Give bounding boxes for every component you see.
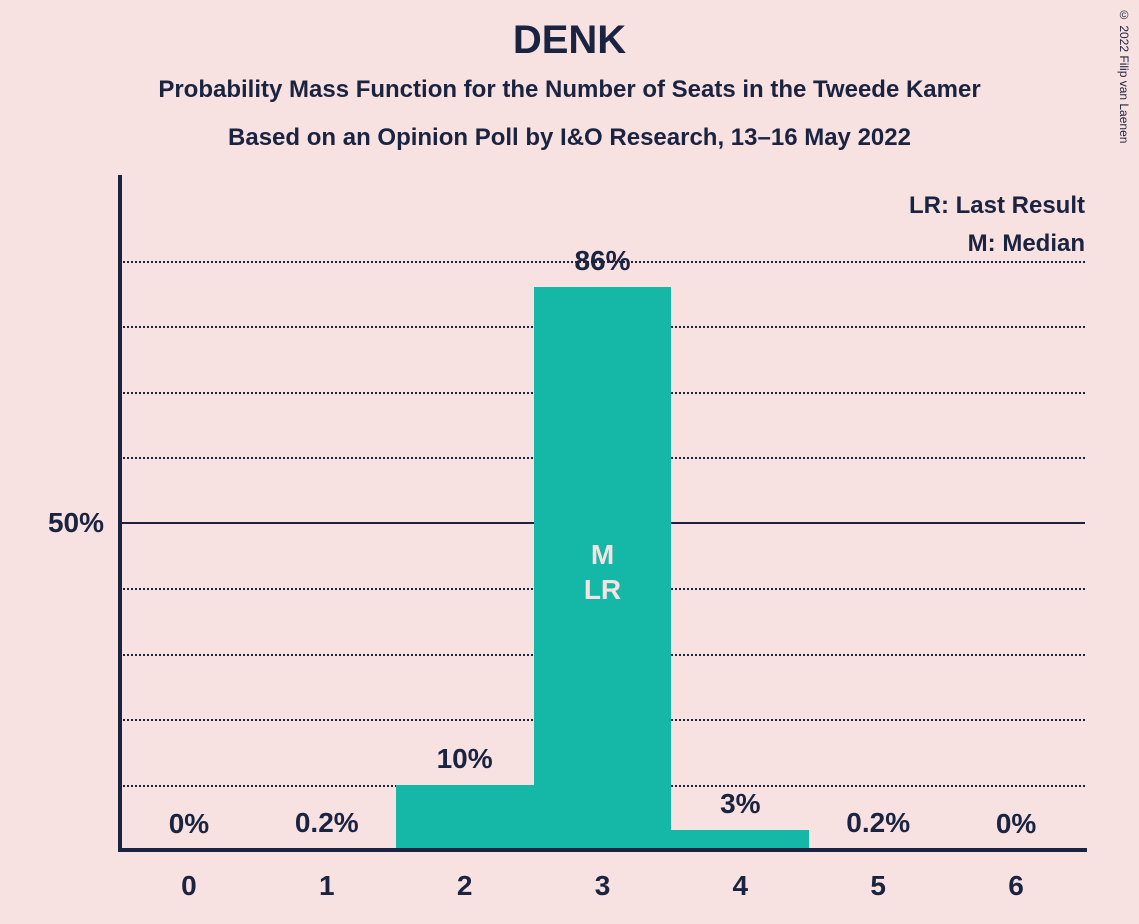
bar-value-label: 0.2% (809, 807, 947, 839)
chart-subtitle-2: Based on an Opinion Poll by I&O Research… (0, 124, 1139, 152)
chart-subtitle-1: Probability Mass Function for the Number… (0, 76, 1139, 104)
legend: LR: Last ResultM: Median (909, 187, 1085, 264)
legend-lr: LR: Last Result (909, 187, 1085, 225)
chart-plot-area: 0%00.2%110%286%33%40.2%50%6MLR (120, 195, 1085, 850)
x-tick-label: 4 (671, 870, 809, 902)
median-mark: MLR (534, 537, 672, 607)
x-tick-label: 5 (809, 870, 947, 902)
x-tick-label: 3 (534, 870, 672, 902)
y-axis (118, 175, 122, 852)
legend-m: M: Median (909, 225, 1085, 263)
x-tick-label: 2 (396, 870, 534, 902)
x-tick-label: 1 (258, 870, 396, 902)
bar-value-label: 0.2% (258, 807, 396, 839)
bar-value-label: 0% (947, 808, 1085, 840)
chart-title: DENK (0, 18, 1139, 63)
bar (396, 785, 534, 851)
x-axis (118, 848, 1087, 852)
bar-value-label: 0% (120, 808, 258, 840)
bar-value-label: 10% (396, 743, 534, 775)
y-tick-label: 50% (48, 507, 104, 539)
bar-value-label: 3% (671, 788, 809, 820)
x-tick-label: 6 (947, 870, 1085, 902)
bar-value-label: 86% (534, 245, 672, 277)
x-tick-label: 0 (120, 870, 258, 902)
